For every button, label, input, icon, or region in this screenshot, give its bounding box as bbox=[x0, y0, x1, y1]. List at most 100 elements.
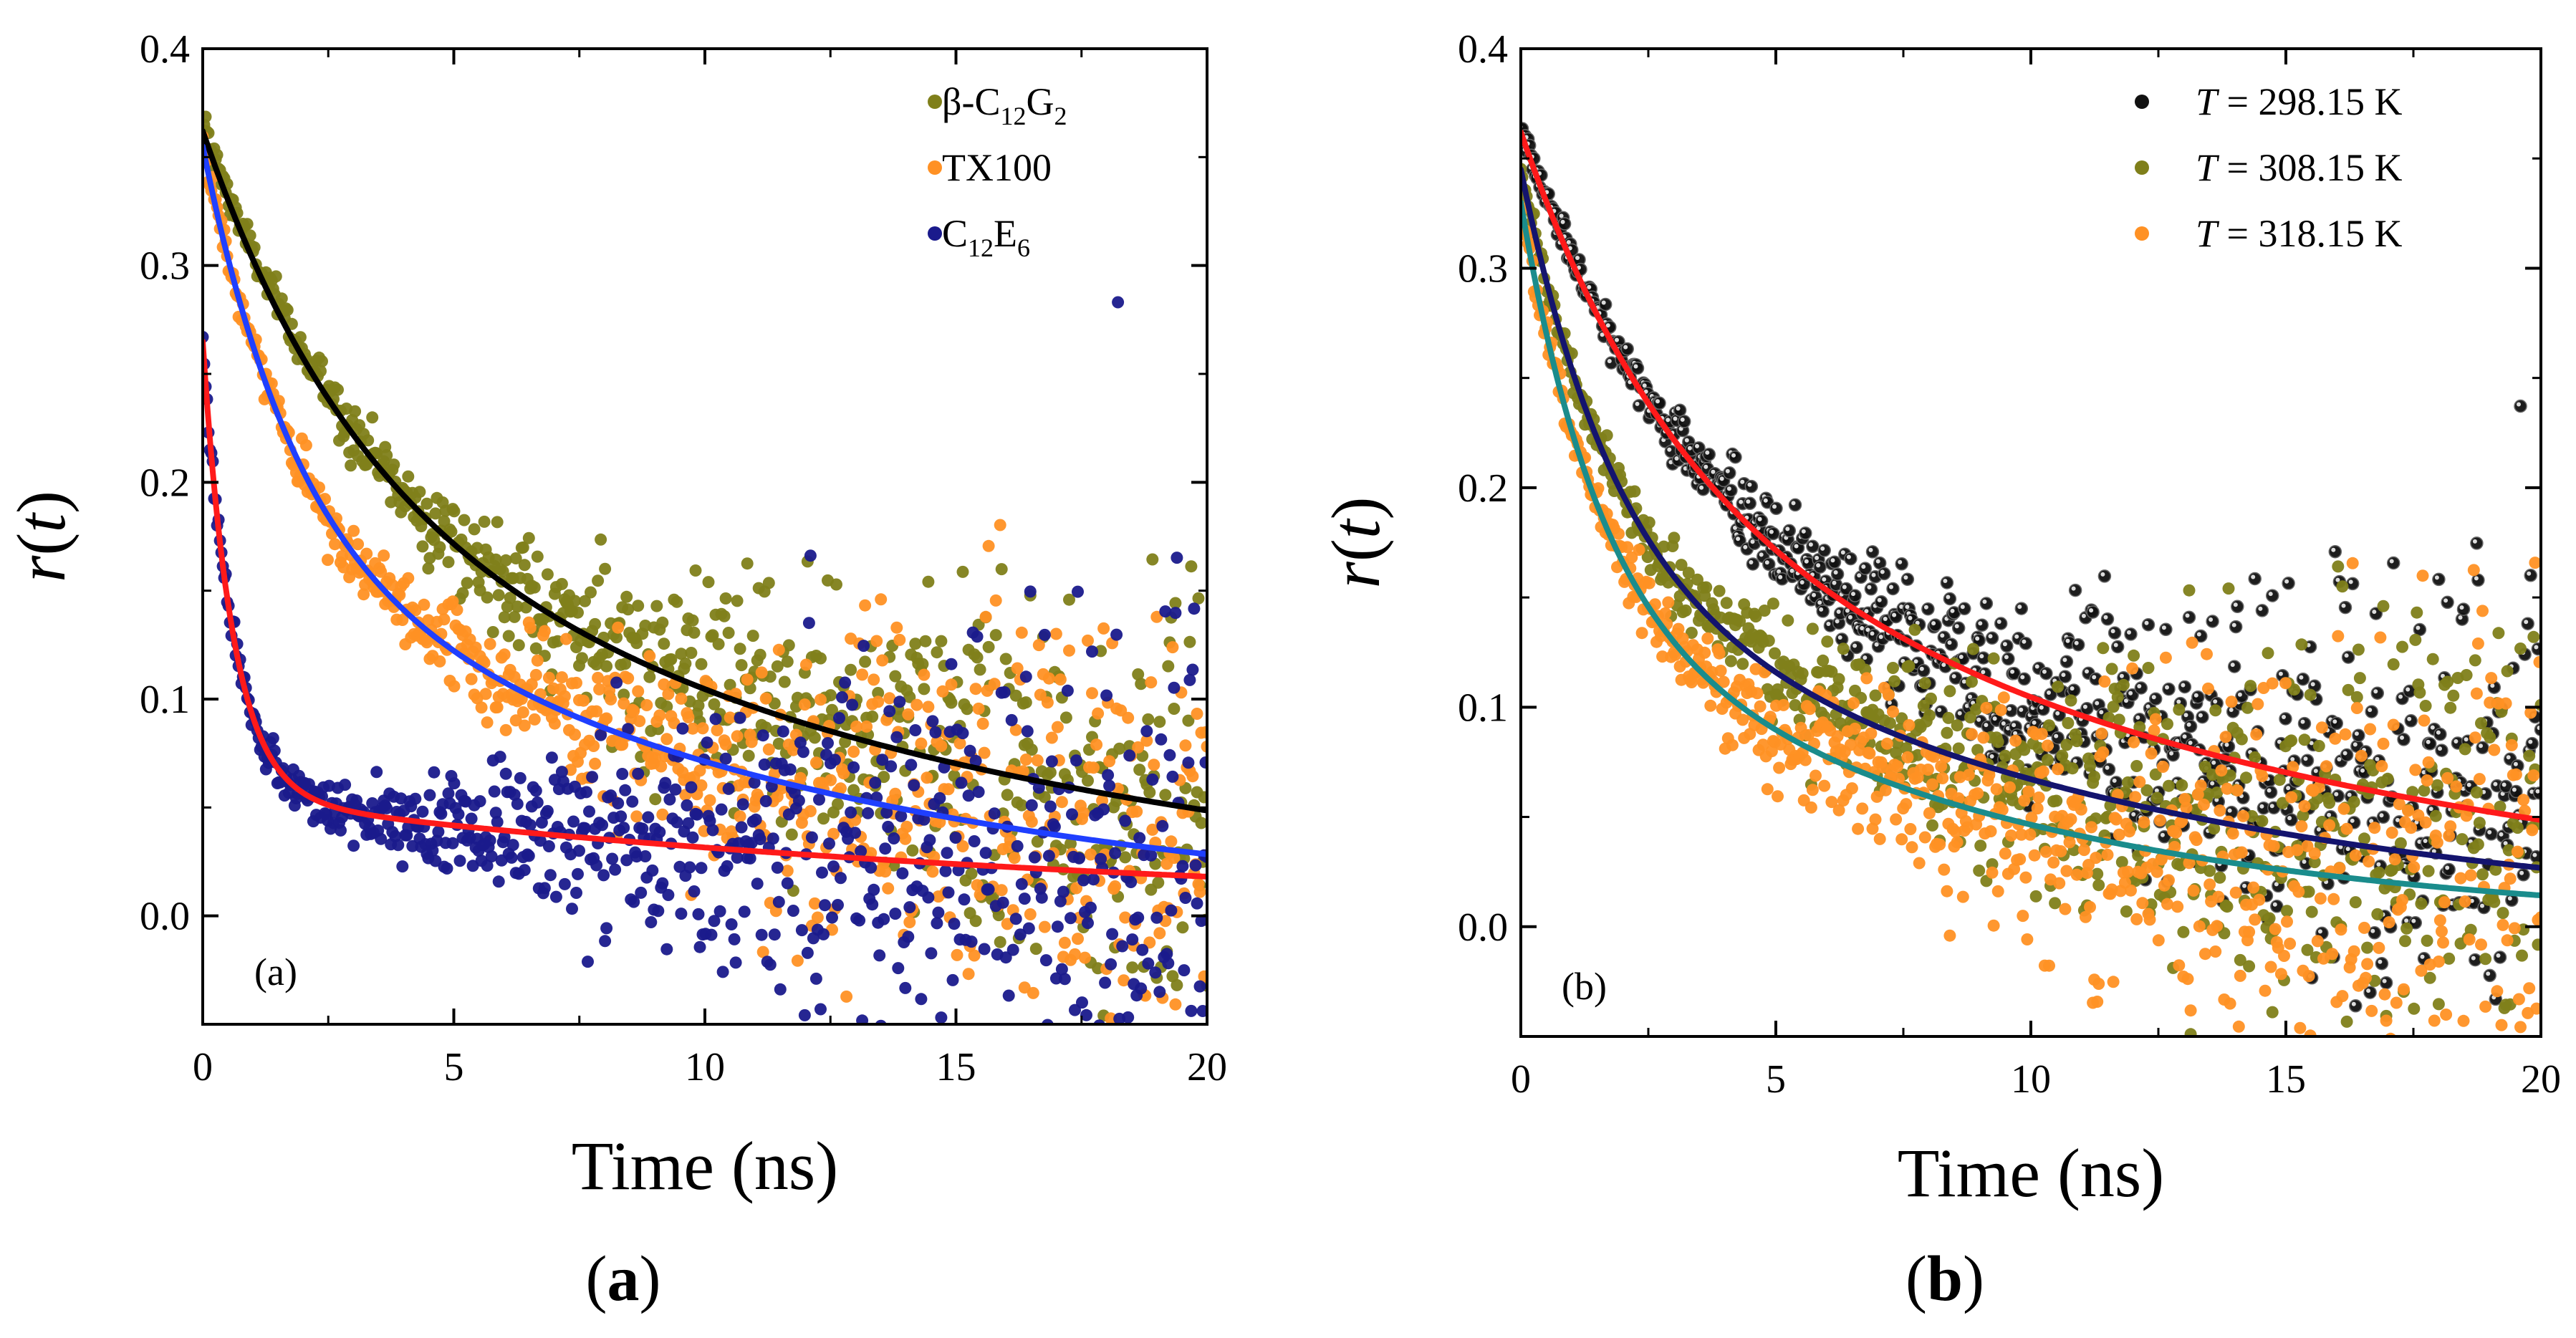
data-point bbox=[643, 670, 656, 683]
data-point-highlight bbox=[1868, 547, 1873, 552]
data-point-highlight bbox=[1905, 605, 1910, 610]
data-point bbox=[2043, 959, 2055, 972]
data-point bbox=[936, 685, 949, 698]
data-point bbox=[2377, 600, 2390, 612]
data-point bbox=[1087, 761, 1100, 774]
data-point bbox=[2298, 800, 2311, 812]
data-point bbox=[868, 673, 880, 686]
data-point-highlight bbox=[1982, 600, 1987, 604]
data-point bbox=[1122, 1011, 1135, 1024]
data-point bbox=[545, 751, 558, 764]
data-point bbox=[2129, 791, 2142, 804]
data-point bbox=[2346, 557, 2359, 569]
data-point bbox=[1943, 929, 1956, 942]
data-point bbox=[1019, 696, 1032, 709]
data-point bbox=[999, 653, 1012, 665]
data-point bbox=[686, 831, 699, 844]
data-point bbox=[792, 794, 805, 807]
data-point bbox=[1038, 920, 1051, 933]
data-point bbox=[965, 935, 978, 948]
data-point-highlight bbox=[1819, 607, 1824, 612]
data-point bbox=[1557, 217, 1572, 231]
data-point bbox=[1019, 670, 1032, 683]
data-point bbox=[596, 819, 609, 832]
data-point bbox=[2514, 642, 2527, 655]
data-point bbox=[1057, 885, 1070, 898]
data-point-highlight bbox=[2331, 547, 2336, 552]
data-point bbox=[2035, 728, 2048, 741]
data-point bbox=[756, 945, 769, 958]
data-point bbox=[2019, 871, 2032, 884]
data-point bbox=[2387, 718, 2400, 731]
data-point bbox=[1054, 673, 1067, 686]
data-point bbox=[2335, 923, 2347, 936]
data-point bbox=[1051, 721, 1064, 733]
data-point bbox=[524, 819, 537, 832]
data-point-highlight bbox=[2176, 699, 2181, 704]
data-point bbox=[953, 737, 966, 750]
data-point-highlight bbox=[1642, 383, 1647, 388]
data-point bbox=[1109, 847, 1122, 860]
data-point-highlight bbox=[2351, 1001, 2356, 1006]
data-point bbox=[2496, 907, 2509, 920]
data-point bbox=[496, 565, 509, 578]
data-point bbox=[2413, 686, 2426, 699]
data-point bbox=[1685, 676, 1698, 688]
data-point bbox=[976, 717, 989, 730]
data-point bbox=[2097, 642, 2110, 655]
data-point bbox=[481, 716, 494, 729]
data-point bbox=[1761, 783, 1774, 796]
data-point bbox=[1072, 585, 1084, 598]
data-point bbox=[1816, 605, 1830, 618]
data-point bbox=[492, 589, 505, 602]
data-point bbox=[755, 928, 768, 941]
data-point bbox=[1926, 819, 1938, 832]
data-point bbox=[922, 575, 935, 588]
data-point bbox=[1048, 820, 1061, 833]
data-point bbox=[994, 935, 1006, 948]
data-point bbox=[758, 758, 771, 771]
data-point bbox=[942, 886, 955, 899]
data-point bbox=[2471, 838, 2484, 851]
data-point bbox=[2349, 849, 2362, 862]
data-point-highlight bbox=[2416, 625, 2421, 630]
data-point-highlight bbox=[1733, 525, 1737, 530]
data-point bbox=[2276, 796, 2289, 809]
data-point-highlight bbox=[1815, 555, 1820, 560]
data-point bbox=[2187, 884, 2200, 897]
data-point bbox=[2095, 727, 2108, 740]
data-point bbox=[1166, 770, 1179, 783]
data-point bbox=[658, 678, 671, 691]
data-point bbox=[969, 683, 982, 696]
data-point bbox=[1888, 675, 1900, 688]
x-tick-label: 0 bbox=[193, 1045, 213, 1089]
data-point bbox=[951, 948, 963, 961]
data-point-highlight bbox=[2160, 832, 2165, 837]
data-point bbox=[755, 666, 768, 679]
data-point bbox=[2476, 605, 2489, 617]
data-point bbox=[538, 625, 551, 637]
data-point bbox=[1178, 964, 1191, 977]
data-point bbox=[597, 869, 610, 882]
data-point bbox=[1095, 645, 1107, 658]
data-point bbox=[1865, 727, 1878, 740]
data-point bbox=[839, 676, 852, 689]
data-point-highlight bbox=[1832, 580, 1837, 585]
data-point bbox=[915, 993, 928, 1006]
data-point bbox=[1193, 885, 1206, 898]
data-point bbox=[1198, 970, 1207, 983]
data-point bbox=[971, 879, 984, 892]
data-point-highlight bbox=[2034, 664, 2039, 669]
data-point bbox=[1756, 738, 1769, 751]
scatter-layer-b bbox=[1521, 122, 2541, 1036]
data-point bbox=[1943, 685, 1956, 698]
data-point-highlight bbox=[2209, 617, 2214, 622]
data-point bbox=[2214, 871, 2226, 884]
data-point bbox=[2469, 654, 2481, 667]
data-point bbox=[2221, 782, 2234, 795]
data-point bbox=[2349, 999, 2363, 1013]
data-point-highlight bbox=[1605, 323, 1610, 328]
data-point-highlight bbox=[1757, 516, 1762, 521]
data-point bbox=[529, 668, 542, 681]
data-point-highlight bbox=[2013, 731, 2018, 736]
